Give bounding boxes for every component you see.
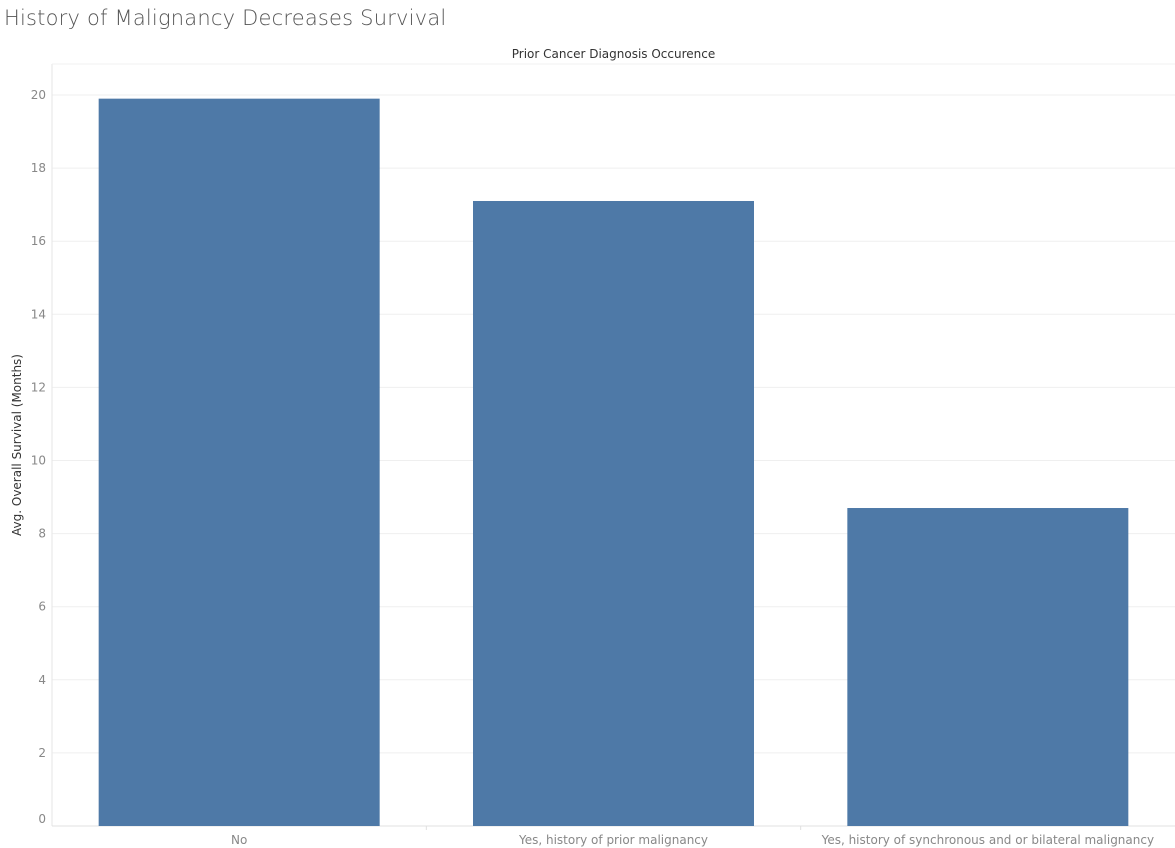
y-tick-label: 20	[31, 88, 46, 102]
y-tick-label: 16	[31, 234, 46, 248]
y-tick-label: 6	[38, 600, 46, 614]
x-tick-label: Yes, history of prior malignancy	[518, 833, 708, 847]
y-tick-label: 10	[31, 454, 46, 468]
x-axis-title: Prior Cancer Diagnosis Occurence	[512, 47, 715, 61]
x-tick-label: Yes, history of synchronous and or bilat…	[821, 833, 1155, 847]
bars	[98, 98, 1129, 826]
y-tick-label: 14	[31, 307, 46, 321]
y-tick-label: 12	[31, 380, 46, 394]
bar	[847, 508, 1129, 826]
y-tick-label: 8	[38, 527, 46, 541]
y-axis-title: Avg. Overall Survival (Months)	[10, 354, 24, 536]
y-axis-ticks: 0 2 4 6 8 10 12 14 16 18 20	[31, 88, 46, 826]
y-tick-label: 2	[38, 746, 46, 760]
x-axis-labels: No Yes, history of prior malignancy Yes, h…	[231, 826, 1154, 847]
chart-title: History of Malignancy Decreases Survival	[4, 6, 447, 30]
y-tick-label: 4	[38, 673, 46, 687]
y-tick-label: 18	[31, 161, 46, 175]
bar	[98, 98, 380, 826]
bar	[473, 200, 754, 826]
x-tick-label: No	[231, 833, 247, 847]
y-tick-label: 0	[38, 812, 46, 826]
